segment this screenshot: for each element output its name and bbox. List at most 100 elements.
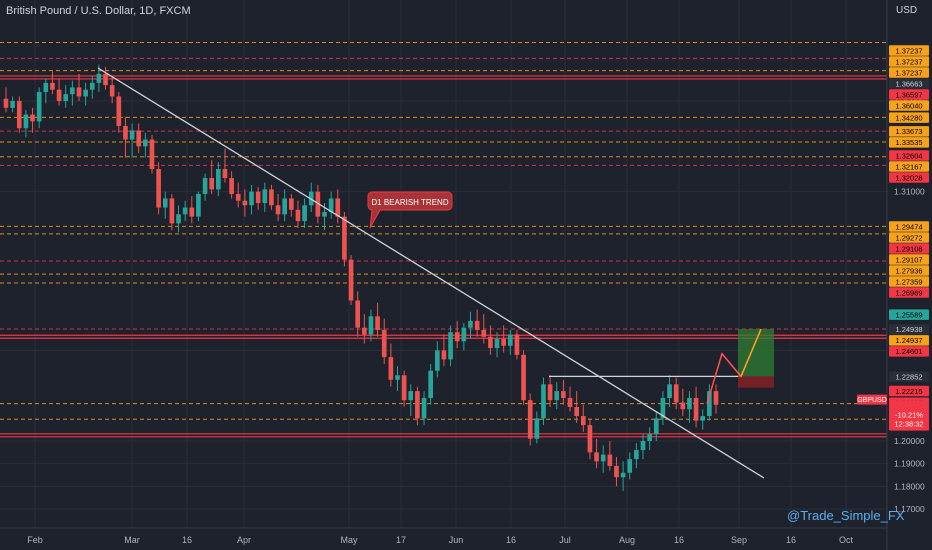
author-watermark: @Trade_Simple_FX (787, 508, 905, 523)
candle-body (640, 441, 646, 451)
candle-body (488, 336, 493, 349)
candle-body (162, 198, 168, 208)
price-label-box (889, 287, 929, 298)
candle-body (222, 169, 228, 179)
candle-body (16, 101, 22, 129)
candle-body (209, 178, 215, 190)
candle-body (56, 89, 62, 101)
candle-body (368, 316, 374, 335)
candle-body (255, 191, 261, 203)
candle-body (216, 169, 221, 190)
current-price-box (889, 400, 929, 431)
candle-body (202, 178, 208, 194)
candle-body (103, 73, 108, 86)
candle-body (541, 384, 546, 419)
candle-body (136, 130, 142, 147)
price-label-box (889, 371, 929, 382)
x-tick-label: Apr (237, 535, 251, 545)
candle-body (235, 193, 241, 201)
candle-body (96, 73, 102, 83)
candle-body (116, 96, 122, 126)
candle-body (454, 332, 460, 342)
x-tick-label: 16 (786, 535, 796, 545)
candle-body (421, 397, 427, 419)
price-label-text: 1.32167 (895, 162, 922, 171)
candle-body (494, 339, 500, 349)
price-label-text: 1.29474 (895, 222, 922, 231)
candle-body (169, 198, 175, 224)
candle-body (282, 198, 288, 215)
x-tick-label: Aug (619, 535, 635, 545)
price-label-text: 1.36597 (895, 90, 922, 99)
bearish-trendline (97, 67, 765, 479)
candle-body (620, 472, 626, 478)
candle-body (242, 200, 248, 206)
candle-body (580, 416, 586, 426)
price-change-text: -10.21% (895, 411, 923, 420)
price-label-box (889, 265, 929, 276)
candle-body (3, 98, 9, 108)
price-label-text: 1.32604 (895, 151, 922, 160)
candle-body (156, 169, 161, 208)
candle-body (388, 357, 394, 380)
candle-body (322, 212, 327, 217)
y-tick-label: 1.31000 (894, 187, 925, 197)
price-label-text: 1.33535 (895, 138, 922, 147)
drawings-layer: D1 BEARISH TREND (97, 67, 774, 479)
candle-body (474, 320, 480, 330)
symbol-tag (857, 394, 887, 405)
candle-body (129, 130, 135, 140)
y-tick-label: 1.18000 (894, 481, 925, 491)
candle-body (295, 209, 301, 222)
price-label-box (889, 243, 929, 254)
price-label-box (889, 346, 929, 357)
candle-body (521, 354, 526, 401)
candle-body (707, 391, 712, 417)
x-tick-label: 16 (506, 535, 516, 545)
y-tick-label: 1.20000 (894, 436, 925, 446)
candle-body (355, 300, 361, 328)
candle-body (328, 198, 334, 213)
candle-body (401, 375, 407, 401)
x-tick-label: 17 (396, 535, 406, 545)
candle-body (501, 339, 506, 346)
candle-body (109, 85, 115, 97)
y-tick-label: 1.19000 (894, 459, 925, 469)
y-tick-label: 1.17000 (894, 504, 925, 514)
price-label-box (889, 56, 929, 67)
candle-body (50, 82, 55, 90)
candle-body (269, 189, 274, 206)
candle-body (667, 384, 672, 398)
price-label-text: 1.37237 (895, 57, 922, 66)
candle-body (561, 391, 566, 398)
price-label-box (889, 385, 929, 397)
annotation-text: D1 BEARISH TREND (371, 198, 448, 207)
candle-body (229, 178, 234, 194)
x-tick-label: Mar (124, 535, 140, 545)
candle-body (10, 101, 15, 108)
price-label-box (889, 324, 929, 335)
price-label-box (889, 89, 929, 100)
price-label-text: 1.34280 (895, 113, 922, 122)
price-label-box (889, 150, 929, 161)
price-label-box (889, 67, 929, 78)
price-label-box (889, 100, 929, 111)
candle-body (627, 459, 633, 473)
price-label-text: 1.33673 (895, 127, 922, 136)
candle-body (441, 350, 447, 360)
candle-body (594, 452, 599, 462)
candle-body (196, 193, 201, 217)
price-label-text: 1.36663 (895, 79, 922, 88)
price-label-box (889, 309, 929, 320)
candle-body (700, 416, 706, 421)
candle-body (262, 189, 268, 203)
x-tick-label: 16 (674, 535, 684, 545)
candle-body (36, 91, 42, 122)
candle-body (680, 402, 686, 410)
price-label-text: 1.27359 (895, 277, 922, 286)
price-label-text: 1.24937 (895, 336, 922, 345)
price-label-box (889, 161, 929, 172)
candle-body (653, 418, 659, 435)
